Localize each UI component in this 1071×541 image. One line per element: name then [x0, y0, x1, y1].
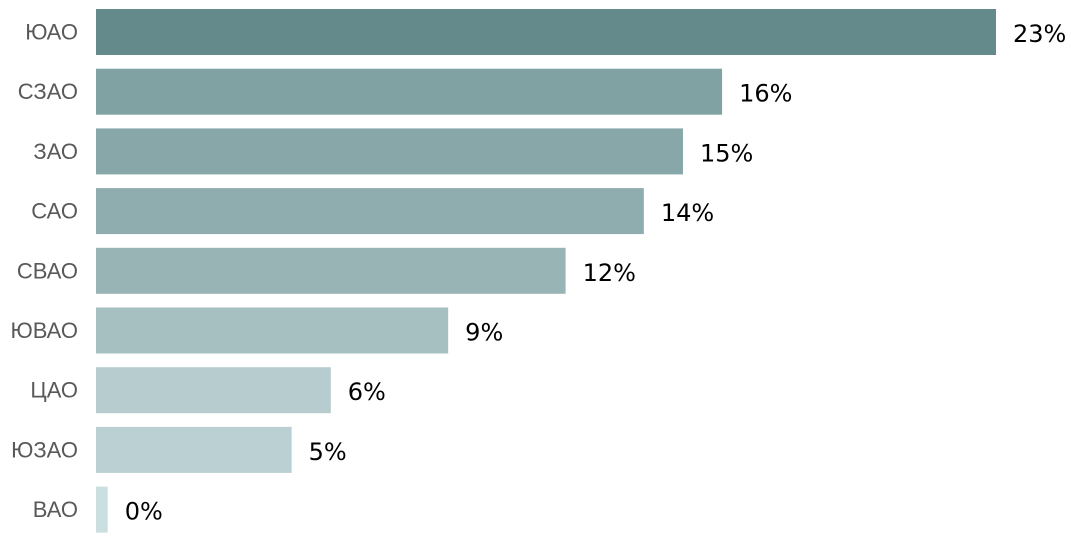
value-label: 15%	[700, 139, 753, 167]
category-label: САО	[31, 199, 78, 224]
value-label: 9%	[465, 319, 503, 347]
category-label: ЮВАО	[11, 318, 78, 343]
category-labels-group: ЮАО СЗАО ЗАО САО СВАО ЮВАО ЦАО ЮЗАО ВАО	[11, 20, 78, 523]
value-label: 5%	[309, 438, 347, 466]
value-label: 12%	[583, 259, 636, 287]
category-label: ЮАО	[25, 20, 78, 45]
category-label: ЮЗАО	[11, 437, 78, 462]
value-labels-group: 23% 16% 15% 14% 12% 9% 6% 5% 0%	[125, 20, 1067, 526]
bar-9	[96, 486, 108, 533]
bar-7	[96, 367, 331, 414]
value-label: 16%	[739, 80, 792, 108]
category-label: ЦАО	[30, 378, 78, 403]
category-label: ВАО	[33, 497, 78, 522]
bar-2	[96, 68, 723, 115]
category-label: СЗАО	[18, 79, 78, 104]
bar-1	[96, 9, 996, 55]
category-label: СВАО	[17, 258, 78, 283]
bar-4	[96, 188, 644, 235]
bar-8	[96, 426, 292, 473]
bar-6	[96, 307, 449, 354]
bars-group	[96, 9, 996, 533]
value-label: 14%	[661, 199, 714, 227]
value-label: 6%	[348, 378, 386, 406]
value-label: 23%	[1013, 20, 1066, 48]
bar-5	[96, 247, 566, 294]
bar-3	[96, 128, 683, 175]
category-label: ЗАО	[33, 139, 78, 164]
value-label: 0%	[125, 498, 163, 526]
